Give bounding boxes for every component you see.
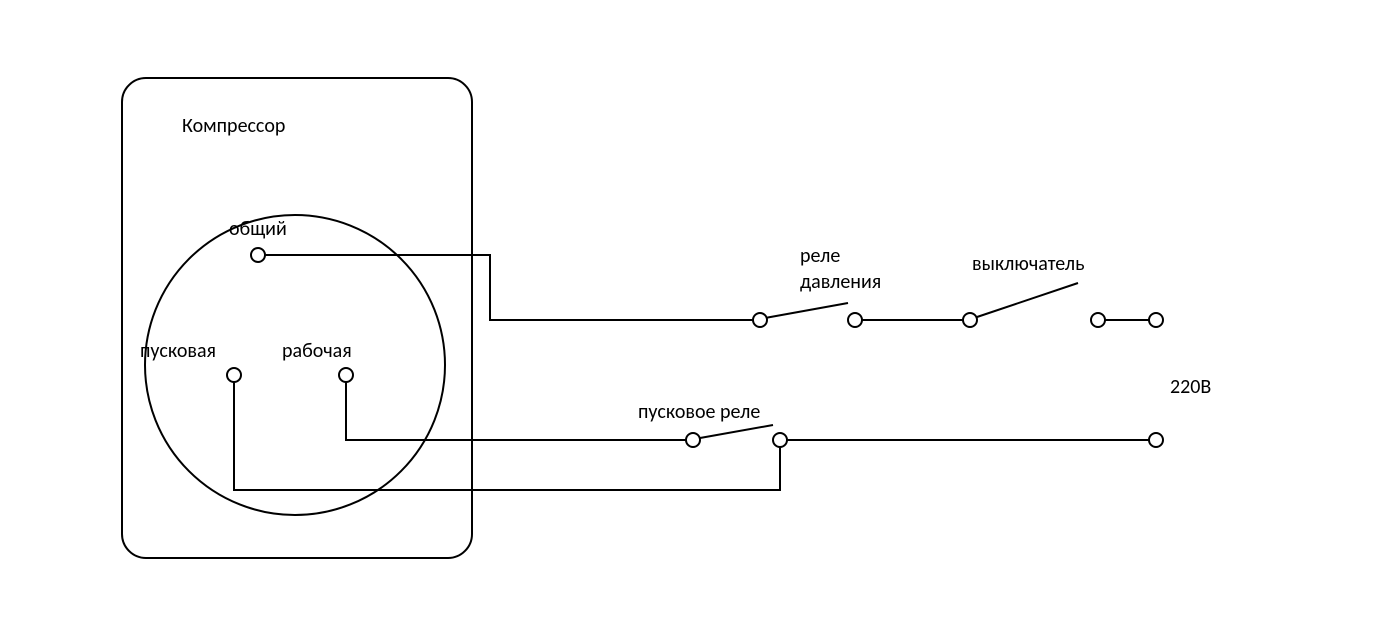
start-relay-terminal-left [686, 433, 700, 447]
compressor-terminal-circle [145, 215, 445, 515]
switch-terminal-left [963, 313, 977, 327]
wire-common-to-pressure [258, 255, 760, 320]
compressor-box [122, 78, 472, 558]
start-relay-terminal-right [773, 433, 787, 447]
pressure-relay-terminal-right [848, 313, 862, 327]
terminal-run [339, 368, 353, 382]
terminal-common-label: общий [229, 217, 287, 241]
terminal-start [227, 368, 241, 382]
wire-start-to-branch [234, 375, 780, 490]
pressure-relay-label-2: давления [800, 270, 881, 294]
start-relay-contact [700, 425, 773, 438]
pressure-relay-contact [765, 303, 848, 318]
terminal-run-label: рабочая [282, 339, 352, 363]
supply-label: 220В [1170, 375, 1211, 399]
pressure-relay-label-1: реле [800, 244, 840, 268]
terminal-common [251, 248, 265, 262]
switch-contact [977, 283, 1078, 317]
pressure-relay-terminal-left [753, 313, 767, 327]
start-relay-label: пусковое реле [638, 400, 760, 424]
supply-terminal-bottom [1149, 433, 1163, 447]
switch-label: выключатель [972, 252, 1085, 276]
switch-terminal-right [1091, 313, 1105, 327]
compressor-wiring-diagram: Компрессор общий пусковая рабочая реле д… [0, 0, 1396, 639]
supply-terminal-top [1149, 313, 1163, 327]
compressor-label: Компрессор [182, 114, 285, 138]
terminal-start-label: пусковая [140, 339, 216, 363]
